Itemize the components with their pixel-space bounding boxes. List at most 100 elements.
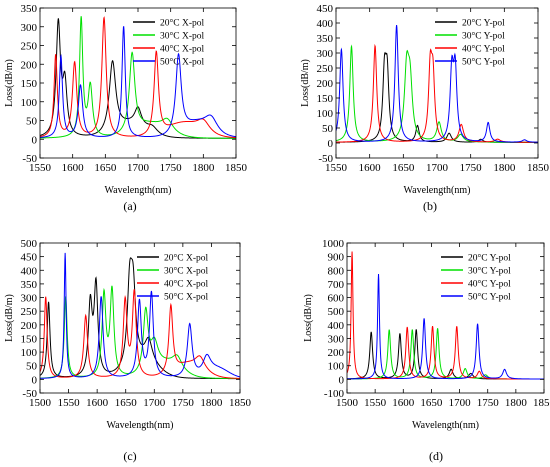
y-tick-label: 0 xyxy=(339,374,345,386)
y-tick-label: 300 xyxy=(21,22,38,34)
y-tick-label: 800 xyxy=(328,265,345,277)
legend-label: 20°C X-pol xyxy=(164,253,209,264)
x-axis-label: Wavelength(nm) xyxy=(404,185,471,196)
legend-label: 50°C X-pol xyxy=(164,292,209,303)
x-tick-label: 1800 xyxy=(493,162,516,174)
x-tick-label: 1800 xyxy=(505,397,528,409)
legend-label: 30°C Y-pol xyxy=(468,266,511,277)
y-tick-label: 400 xyxy=(317,18,334,30)
legend-label: 20°C X-pol xyxy=(160,18,205,29)
x-tick-label: 1600 xyxy=(359,162,382,174)
chart-panel: 15001550160016501700175018001850-1000100… xyxy=(303,238,550,463)
legend-label: 40°C Y-pol xyxy=(462,44,505,55)
series-line xyxy=(40,252,240,379)
y-tick-label: 600 xyxy=(328,293,345,305)
y-tick-label: 200 xyxy=(21,320,38,332)
x-tick-label: 1700 xyxy=(143,397,166,409)
x-tick-label: 1650 xyxy=(392,162,415,174)
y-tick-label: 50 xyxy=(26,116,38,128)
y-tick-label: 100 xyxy=(317,108,334,120)
x-tick-label: 1550 xyxy=(325,162,348,174)
panel-label: (b) xyxy=(423,199,437,213)
panel-label: (d) xyxy=(429,449,443,463)
y-tick-label: 300 xyxy=(21,293,38,305)
panel-label: (a) xyxy=(123,199,136,213)
y-tick-label: 200 xyxy=(317,78,334,90)
series-line xyxy=(40,285,240,380)
legend-label: 40°C X-pol xyxy=(160,44,205,55)
y-tick-label: 100 xyxy=(21,97,38,109)
y-tick-label: 300 xyxy=(317,48,334,60)
x-tick-label: 1850 xyxy=(533,397,550,409)
x-tick-label: 1700 xyxy=(449,397,472,409)
chart-panel: 1550 1600 1650 1700 1750 1800 1850 -50 0 50 100 150… xyxy=(300,3,550,213)
series-line xyxy=(347,273,544,380)
legend-label: 40°C X-pol xyxy=(164,279,209,290)
y-tick-label: 900 xyxy=(328,252,345,264)
y-tick-label: 450 xyxy=(21,252,38,264)
legend-label: 50°C Y-pol xyxy=(462,57,505,68)
x-axis-label: Wavelength(nm) xyxy=(107,420,174,431)
x-tick-label: 1800 xyxy=(200,397,223,409)
x-tick-label: 1650 xyxy=(94,162,117,174)
y-tick-label: 250 xyxy=(21,41,38,53)
legend-label: 50°C X-pol xyxy=(160,57,205,68)
series-line xyxy=(347,251,544,380)
x-tick-label: 1700 xyxy=(127,162,150,174)
x-tick-label: 1800 xyxy=(192,162,215,174)
y-tick-label: 0 xyxy=(32,374,38,386)
plot-frame xyxy=(39,242,241,394)
y-tick-label: 50 xyxy=(26,361,38,373)
x-tick-label: 1650 xyxy=(115,397,138,409)
y-axis-label: Loss(dB/m) xyxy=(4,59,15,107)
legend-label: 20°C Y-pol xyxy=(468,253,511,264)
series-line xyxy=(336,25,538,143)
y-tick-label: 450 xyxy=(317,3,334,15)
legend-label: 20°C Y-pol xyxy=(462,18,505,29)
legend-label: 30°C X-pol xyxy=(164,266,209,277)
x-tick-label: 1850 xyxy=(527,162,550,174)
y-axis-label: Loss(dB/m) xyxy=(4,294,15,342)
y-tick-label: 150 xyxy=(21,333,38,345)
x-tick-label: 1750 xyxy=(172,397,195,409)
legend-label: 30°C Y-pol xyxy=(462,31,505,42)
series-line xyxy=(40,26,236,138)
chart-panel: 1500 1550 1600 1650 1700 1750 1800 1850 -50 050 10… xyxy=(4,238,252,463)
x-tick-label: 1750 xyxy=(460,162,483,174)
legend-label: 50°C Y-pol xyxy=(468,292,511,303)
x-tick-label: 1500 xyxy=(336,397,359,409)
x-axis-label: Wavelength(nm) xyxy=(105,185,172,196)
y-tick-label: 250 xyxy=(317,63,334,75)
x-tick-label: 1500 xyxy=(29,397,52,409)
x-tick-label: 1750 xyxy=(160,162,183,174)
y-tick-label: 400 xyxy=(21,265,38,277)
y-axis-label: Loss(dB/m) xyxy=(303,294,314,342)
x-tick-label: 1600 xyxy=(62,162,85,174)
y-tick-label: 1000 xyxy=(322,238,345,250)
chart-panel: 1550 1600 1650 1700 1750 1800 1850 -50 0 50 100 150… xyxy=(4,3,248,213)
y-tick-label: 350 xyxy=(21,279,38,291)
legend-label: 40°C Y-pol xyxy=(468,279,511,290)
y-axis-label: Loss(dB/m) xyxy=(300,59,311,107)
legend-label: 30°C X-pol xyxy=(160,31,205,42)
plot-frame xyxy=(346,242,545,394)
y-tick-label: -100 xyxy=(324,388,345,400)
x-axis-label: Wavelength(nm) xyxy=(412,420,479,431)
plot-frame xyxy=(335,7,539,159)
x-tick-label: 1600 xyxy=(392,397,415,409)
x-tick-label: 1750 xyxy=(477,397,500,409)
x-tick-label: 1600 xyxy=(86,397,109,409)
x-tick-label: 1850 xyxy=(225,162,248,174)
y-tick-label: 50 xyxy=(322,123,334,135)
x-tick-label: 1650 xyxy=(420,397,443,409)
panel-label: (c) xyxy=(123,449,136,463)
y-tick-label: -50 xyxy=(22,153,37,165)
y-tick-label: 150 xyxy=(21,78,38,90)
y-tick-label: 100 xyxy=(21,347,38,359)
y-tick-label: 0 xyxy=(32,134,38,146)
y-tick-label: 700 xyxy=(328,279,345,291)
y-tick-label: 400 xyxy=(328,320,345,332)
y-tick-label: -50 xyxy=(22,388,37,400)
y-tick-label: 150 xyxy=(317,93,334,105)
